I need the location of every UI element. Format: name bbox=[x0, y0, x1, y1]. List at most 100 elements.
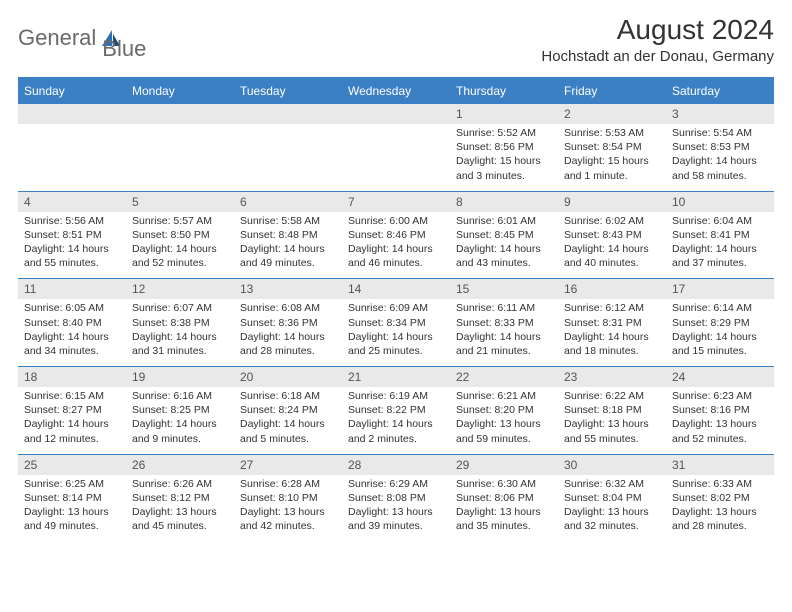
day-details: Sunrise: 6:19 AMSunset: 8:22 PMDaylight:… bbox=[342, 387, 450, 454]
sunrise-text: Sunrise: 6:02 AM bbox=[564, 214, 660, 228]
daylight-text: Daylight: 13 hours and 55 minutes. bbox=[564, 417, 660, 445]
day-details: Sunrise: 6:04 AMSunset: 8:41 PMDaylight:… bbox=[666, 212, 774, 279]
sunrise-text: Sunrise: 6:23 AM bbox=[672, 389, 768, 403]
day-number: 6 bbox=[234, 192, 342, 212]
sunrise-text: Sunrise: 5:53 AM bbox=[564, 126, 660, 140]
logo-text-blue: Blue bbox=[102, 36, 146, 62]
daylight-text: Daylight: 13 hours and 39 minutes. bbox=[348, 505, 444, 533]
sunset-text: Sunset: 8:04 PM bbox=[564, 491, 660, 505]
sunset-text: Sunset: 8:45 PM bbox=[456, 228, 552, 242]
week-detail-row: Sunrise: 6:25 AMSunset: 8:14 PMDaylight:… bbox=[18, 475, 774, 542]
day-details bbox=[18, 124, 126, 191]
week-number-row: 45678910 bbox=[18, 191, 774, 212]
day-number bbox=[18, 104, 126, 124]
daylight-text: Daylight: 13 hours and 49 minutes. bbox=[24, 505, 120, 533]
sunset-text: Sunset: 8:36 PM bbox=[240, 316, 336, 330]
day-details: Sunrise: 6:00 AMSunset: 8:46 PMDaylight:… bbox=[342, 212, 450, 279]
daylight-text: Daylight: 14 hours and 28 minutes. bbox=[240, 330, 336, 358]
sunset-text: Sunset: 8:10 PM bbox=[240, 491, 336, 505]
day-details: Sunrise: 6:11 AMSunset: 8:33 PMDaylight:… bbox=[450, 299, 558, 366]
week-detail-row: Sunrise: 5:56 AMSunset: 8:51 PM Daylight:… bbox=[18, 212, 774, 279]
day-details: Sunrise: 6:29 AMSunset: 8:08 PMDaylight:… bbox=[342, 475, 450, 542]
day-number: 2 bbox=[558, 104, 666, 124]
day-details: Sunrise: 6:16 AMSunset: 8:25 PMDaylight:… bbox=[126, 387, 234, 454]
day-details: Sunrise: 6:26 AMSunset: 8:12 PMDaylight:… bbox=[126, 475, 234, 542]
day-details: Sunrise: 6:25 AMSunset: 8:14 PMDaylight:… bbox=[18, 475, 126, 542]
day-details bbox=[234, 124, 342, 191]
sunrise-text: Sunrise: 6:33 AM bbox=[672, 477, 768, 491]
daylight-text: Daylight: 14 hours and 49 minutes. bbox=[240, 242, 336, 270]
daylight-text: Daylight: 14 hours and 52 minutes. bbox=[132, 242, 228, 270]
day-details: Sunrise: 6:02 AMSunset: 8:43 PMDaylight:… bbox=[558, 212, 666, 279]
day-number: 5 bbox=[126, 192, 234, 212]
day-details: Sunrise: 6:30 AMSunset: 8:06 PMDaylight:… bbox=[450, 475, 558, 542]
day-number: 17 bbox=[666, 279, 774, 299]
day-number: 10 bbox=[666, 192, 774, 212]
day-header: Thursday bbox=[450, 79, 558, 103]
sunrise-text: Sunrise: 6:29 AM bbox=[348, 477, 444, 491]
sunrise-text: Sunrise: 5:54 AM bbox=[672, 126, 768, 140]
day-details: Sunrise: 6:15 AMSunset: 8:27 PMDaylight:… bbox=[18, 387, 126, 454]
day-number: 18 bbox=[18, 367, 126, 387]
sunset-text: Sunset: 8:29 PM bbox=[672, 316, 768, 330]
month-title: August 2024 bbox=[541, 14, 774, 46]
daylight-text: Daylight: 14 hours and 25 minutes. bbox=[348, 330, 444, 358]
day-header: Sunday bbox=[18, 79, 126, 103]
day-number: 23 bbox=[558, 367, 666, 387]
daylight-text: Daylight: 13 hours and 32 minutes. bbox=[564, 505, 660, 533]
sunrise-text: Sunrise: 6:05 AM bbox=[24, 301, 120, 315]
sunrise-text: Sunrise: 6:08 AM bbox=[240, 301, 336, 315]
day-details: Sunrise: 6:05 AMSunset: 8:40 PMDaylight:… bbox=[18, 299, 126, 366]
sunset-text: Sunset: 8:33 PM bbox=[456, 316, 552, 330]
sunset-text: Sunset: 8:34 PM bbox=[348, 316, 444, 330]
day-number: 9 bbox=[558, 192, 666, 212]
day-number: 27 bbox=[234, 455, 342, 475]
logo: General Blue bbox=[18, 14, 146, 62]
sunset-text: Sunset: 8:54 PM bbox=[564, 140, 660, 154]
day-details: Sunrise: 6:14 AMSunset: 8:29 PMDaylight:… bbox=[666, 299, 774, 366]
sunrise-text: Sunrise: 5:56 AM bbox=[24, 214, 120, 228]
sunrise-text: Sunrise: 5:52 AM bbox=[456, 126, 552, 140]
sunset-text: Sunset: 8:40 PM bbox=[24, 316, 120, 330]
day-header: Saturday bbox=[666, 79, 774, 103]
sunset-text: Sunset: 8:50 PM bbox=[132, 228, 228, 242]
day-details: Sunrise: 6:12 AMSunset: 8:31 PMDaylight:… bbox=[558, 299, 666, 366]
daylight-text: Daylight: 14 hours and 12 minutes. bbox=[24, 417, 120, 445]
day-details: Sunrise: 5:56 AMSunset: 8:51 PMDaylight:… bbox=[18, 212, 126, 279]
day-number: 11 bbox=[18, 279, 126, 299]
sunrise-text: Sunrise: 6:30 AM bbox=[456, 477, 552, 491]
daylight-text: Daylight: 14 hours and 34 minutes. bbox=[24, 330, 120, 358]
day-number bbox=[342, 104, 450, 124]
daylight-text: Daylight: 14 hours and 5 minutes. bbox=[240, 417, 336, 445]
day-header: Monday bbox=[126, 79, 234, 103]
sunset-text: Sunset: 8:22 PM bbox=[348, 403, 444, 417]
sunset-text: Sunset: 8:31 PM bbox=[564, 316, 660, 330]
day-number: 15 bbox=[450, 279, 558, 299]
day-header: Wednesday bbox=[342, 79, 450, 103]
sunrise-text: Sunrise: 6:04 AM bbox=[672, 214, 768, 228]
day-details: Sunrise: 5:52 AMSunset: 8:56 PMDaylight:… bbox=[450, 124, 558, 191]
day-number: 14 bbox=[342, 279, 450, 299]
day-details: Sunrise: 5:58 AMSunset: 8:48 PMDaylight:… bbox=[234, 212, 342, 279]
day-number: 21 bbox=[342, 367, 450, 387]
day-details: Sunrise: 6:23 AMSunset: 8:16 PMDaylight:… bbox=[666, 387, 774, 454]
location: Hochstadt an der Donau, Germany bbox=[541, 48, 774, 65]
sunset-text: Sunset: 8:38 PM bbox=[132, 316, 228, 330]
daylight-text: Daylight: 13 hours and 52 minutes. bbox=[672, 417, 768, 445]
sunset-text: Sunset: 8:43 PM bbox=[564, 228, 660, 242]
sunset-text: Sunset: 8:51 PM bbox=[24, 228, 120, 242]
day-number: 1 bbox=[450, 104, 558, 124]
week-number-row: 18192021222324 bbox=[18, 366, 774, 387]
day-number: 20 bbox=[234, 367, 342, 387]
sunrise-text: Sunrise: 6:18 AM bbox=[240, 389, 336, 403]
day-headers-row: SundayMondayTuesdayWednesdayThursdayFrid… bbox=[18, 79, 774, 103]
sunrise-text: Sunrise: 6:21 AM bbox=[456, 389, 552, 403]
day-number: 31 bbox=[666, 455, 774, 475]
sunset-text: Sunset: 8:18 PM bbox=[564, 403, 660, 417]
daylight-text: Daylight: 14 hours and 18 minutes. bbox=[564, 330, 660, 358]
day-header: Tuesday bbox=[234, 79, 342, 103]
daylight-text: Daylight: 15 hours and 3 minutes. bbox=[456, 154, 552, 182]
sunrise-text: Sunrise: 6:19 AM bbox=[348, 389, 444, 403]
sunrise-text: Sunrise: 6:16 AM bbox=[132, 389, 228, 403]
title-block: August 2024 Hochstadt an der Donau, Germ… bbox=[541, 14, 774, 65]
